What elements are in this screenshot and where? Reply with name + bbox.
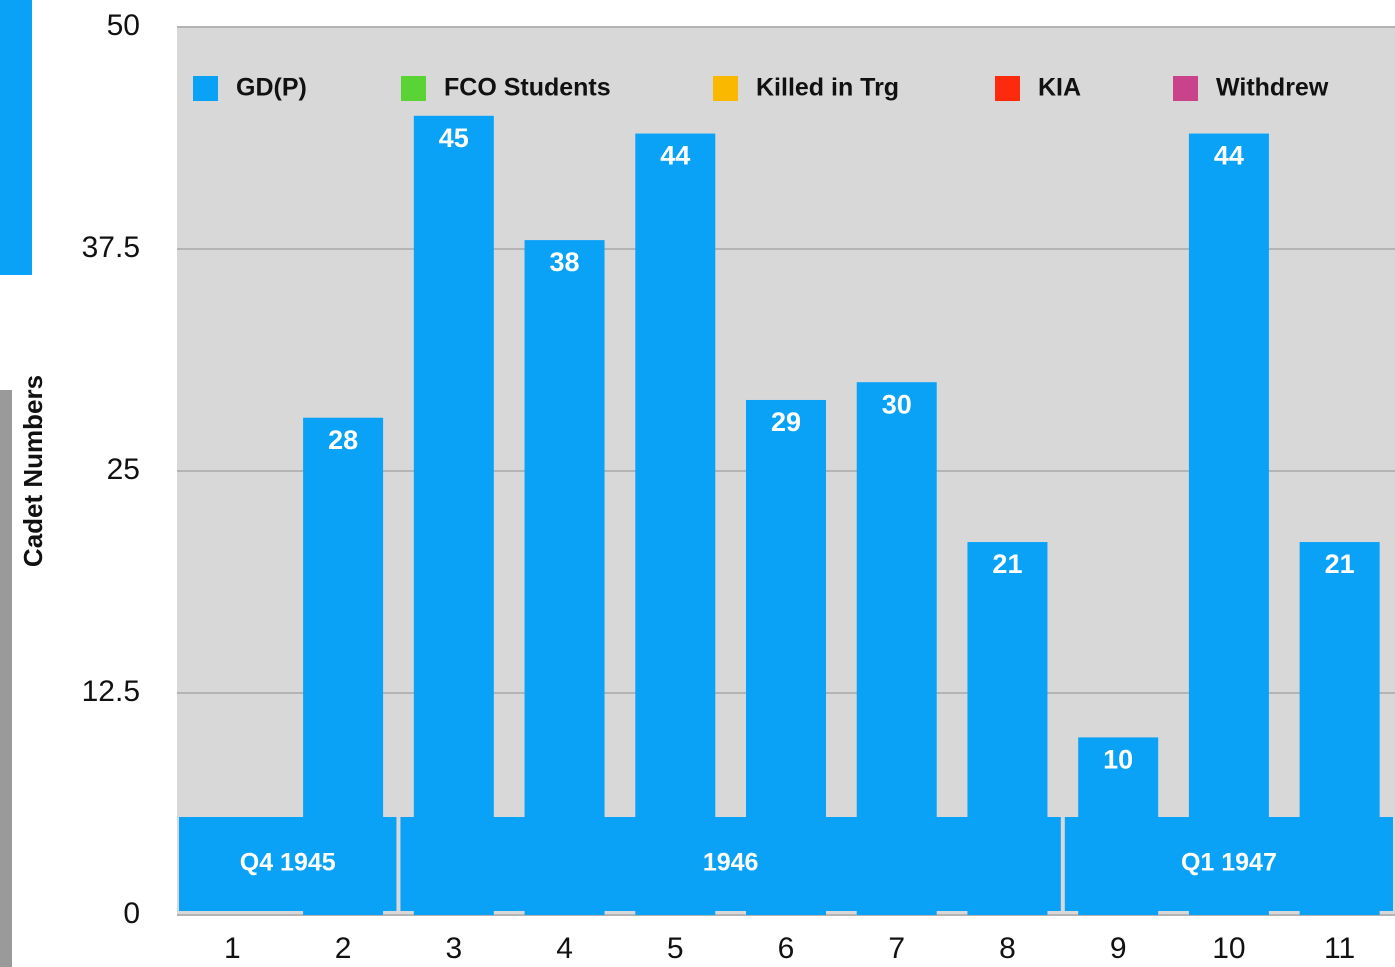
x-tick-label: 1 [224, 932, 241, 965]
value-label: 45 [439, 123, 469, 153]
y-tick-label: 37.5 [82, 231, 140, 264]
bar [1188, 133, 1269, 915]
value-label: 30 [882, 389, 912, 419]
legend-swatch [995, 76, 1020, 101]
value-label: 44 [660, 141, 690, 171]
value-label: 28 [328, 425, 358, 455]
value-label: 38 [550, 247, 580, 277]
legend-label: GD(P) [236, 74, 307, 102]
cropped-image [0, 390, 12, 967]
legend-swatch [1173, 76, 1198, 101]
bar [524, 240, 605, 915]
value-label: 29 [771, 407, 801, 437]
y-tick-label: 25 [107, 453, 140, 486]
x-tick-label: 2 [335, 932, 352, 965]
legend-swatch [193, 76, 218, 101]
group-band [179, 817, 397, 911]
x-tick-label: 11 [1324, 932, 1355, 965]
x-tick-label: 7 [888, 932, 905, 965]
group-label: 1946 [703, 849, 759, 877]
group-label: Q1 1947 [1181, 849, 1277, 877]
legend-label: FCO Students [444, 74, 611, 102]
x-tick-label: 4 [556, 932, 573, 965]
value-label: 44 [1214, 141, 1244, 171]
x-tick-label: 5 [667, 932, 684, 965]
x-tick-label: 9 [1110, 932, 1127, 965]
y-tick-label: 0 [123, 897, 140, 930]
legend-label: Withdrew [1216, 74, 1329, 102]
x-tick-label: 8 [999, 932, 1016, 965]
group-band [400, 817, 1061, 911]
value-label: 21 [1325, 549, 1355, 579]
x-tick-label: 3 [445, 932, 462, 965]
y-tick-label: 50 [107, 9, 140, 42]
bar [635, 133, 716, 915]
legend-swatch [401, 76, 426, 101]
x-tick-label: 6 [778, 932, 795, 965]
y-axis-label: Cadet Numbers [18, 375, 48, 567]
y-tick-label: 12.5 [82, 675, 140, 708]
bar [413, 115, 494, 916]
group-label: Q4 1945 [240, 849, 336, 877]
value-label: 21 [992, 549, 1022, 579]
x-tick-label: 10 [1212, 932, 1245, 965]
legend-label: Killed in Trg [756, 74, 899, 102]
value-label: 10 [1103, 745, 1133, 775]
cropped-panel [0, 0, 32, 275]
group-band [1064, 817, 1393, 911]
legend-label: KIA [1038, 74, 1081, 102]
legend-swatch [713, 76, 738, 101]
